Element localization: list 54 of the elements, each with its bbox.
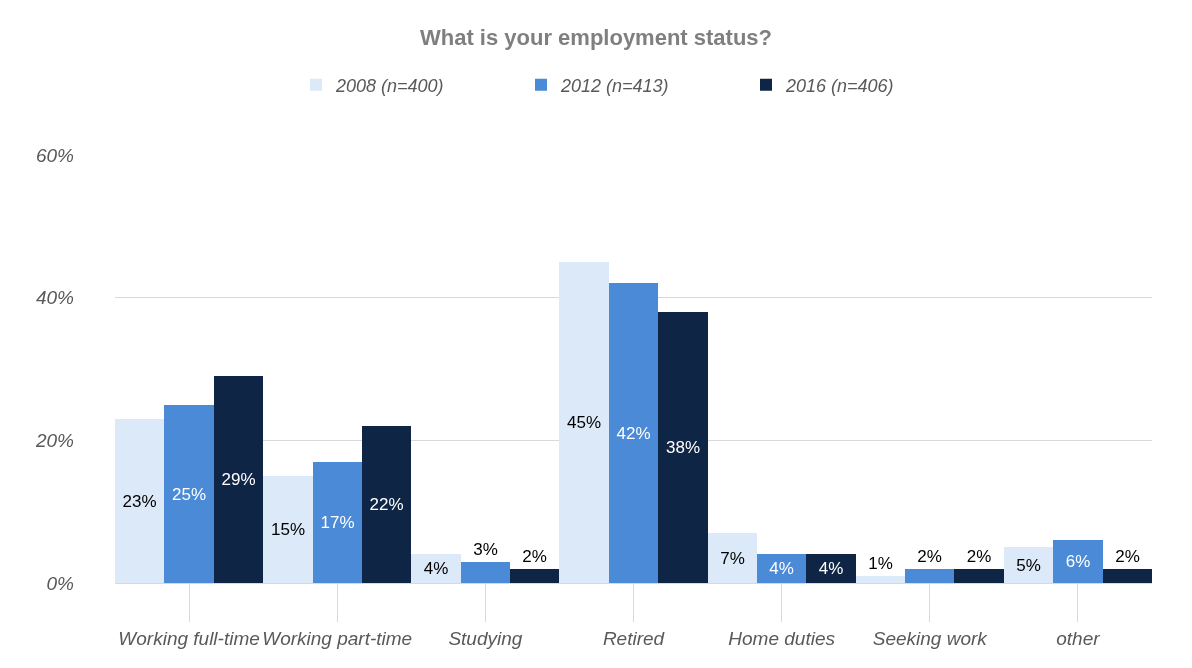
bar — [214, 376, 263, 583]
x-tick-label: Studying — [448, 627, 523, 649]
data-label: 6% — [1065, 552, 1091, 571]
data-label: 3% — [473, 540, 498, 559]
data-label: 4% — [769, 559, 794, 578]
bar — [559, 262, 609, 583]
data-label: 42% — [616, 423, 651, 443]
bar — [609, 283, 658, 583]
bar — [461, 562, 510, 583]
bar — [856, 576, 905, 583]
data-label: 23% — [122, 491, 157, 511]
x-tick-label: other — [1056, 627, 1101, 649]
bar — [510, 569, 559, 583]
x-tick-label: Seeking work — [872, 627, 989, 649]
x-tick-label: Working part-time — [262, 627, 413, 649]
data-label: 29% — [221, 470, 256, 489]
bar — [1053, 540, 1103, 583]
bar — [905, 569, 954, 583]
data-label: 1% — [868, 554, 893, 573]
y-tick-label: 40% — [35, 287, 75, 309]
x-tick-label: Retired — [602, 627, 666, 649]
data-label: 2% — [522, 547, 547, 566]
x-tick-label: Home duties — [728, 627, 836, 649]
bar — [954, 569, 1004, 583]
data-label: 22% — [369, 495, 404, 514]
y-tick-label: 0% — [46, 572, 75, 594]
data-label: 4% — [818, 559, 844, 578]
data-label: 15% — [270, 520, 306, 539]
bar — [263, 476, 313, 583]
chart-title: What is your employment status? — [419, 25, 773, 51]
data-label: 2% — [917, 547, 942, 566]
bar — [708, 533, 757, 583]
bar — [362, 426, 411, 583]
data-label: 2% — [966, 547, 992, 566]
data-label: 5% — [1016, 555, 1041, 575]
bar — [1103, 569, 1152, 583]
y-tick-label: 60% — [35, 144, 75, 166]
legend-label: 2008 (n=400) — [335, 75, 444, 96]
y-tick-label: 20% — [34, 429, 75, 451]
legend-label: 2016 (n=406) — [785, 75, 894, 96]
bar — [115, 419, 164, 583]
bar — [1004, 547, 1053, 583]
data-label: 17% — [320, 513, 355, 532]
bar — [164, 405, 214, 583]
legend-label: 2012 (n=413) — [560, 75, 669, 96]
data-label: 2% — [1115, 547, 1140, 566]
x-tick-label: Working full-time — [118, 627, 260, 649]
data-label: 4% — [423, 559, 449, 578]
bar — [658, 312, 708, 583]
data-label: 7% — [720, 548, 745, 568]
bar — [313, 462, 362, 583]
data-label: 38% — [665, 438, 701, 457]
data-label: 25% — [171, 484, 207, 504]
data-label: 45% — [566, 413, 602, 432]
